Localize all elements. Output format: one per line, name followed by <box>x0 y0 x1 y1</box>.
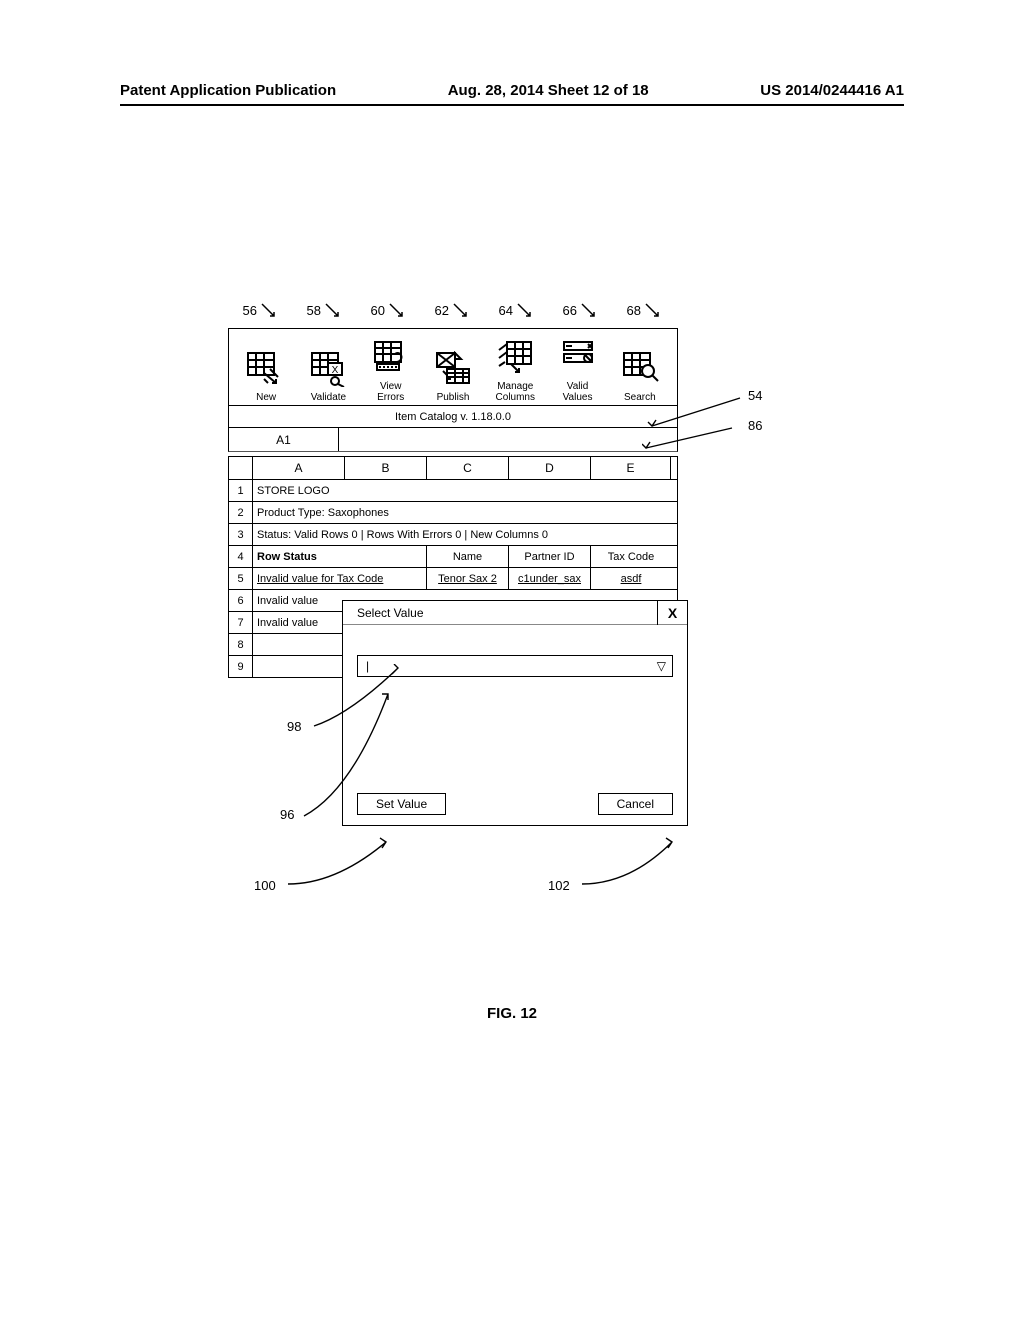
column-headers: A B C D E <box>228 456 678 480</box>
formula-bar[interactable] <box>339 428 677 451</box>
publish-label: Publish <box>437 392 470 403</box>
cell-a4[interactable]: Row Status <box>253 546 427 567</box>
row-number[interactable]: 8 <box>229 634 253 655</box>
table-row: 4 Row Status Name Partner ID Tax Code <box>228 546 678 568</box>
title-bar: Item Catalog v. 1.18.0.0 <box>228 406 678 428</box>
header-rule <box>120 104 904 106</box>
callout-56: 56 <box>243 303 257 318</box>
row-number[interactable]: 3 <box>229 524 253 545</box>
view-errors-button[interactable]: View Errors <box>360 339 422 403</box>
callout-line-96 <box>302 690 412 820</box>
callout-64: 64 <box>499 303 513 318</box>
dialog-titlebar: Select Value X <box>343 601 687 625</box>
header-left: Patent Application Publication <box>120 82 336 99</box>
cell-d5[interactable]: c1under_sax <box>509 568 591 589</box>
callout-86: 86 <box>748 418 762 433</box>
col-header-a[interactable]: A <box>253 457 345 479</box>
callout-66: 66 <box>563 303 577 318</box>
row-number[interactable]: 9 <box>229 656 253 677</box>
cell-reference[interactable]: A1 <box>229 428 339 451</box>
page-header: Patent Application Publication Aug. 28, … <box>120 82 904 99</box>
callout-68: 68 <box>627 303 641 318</box>
grid-validate-icon: X <box>308 350 348 388</box>
valid-values-button[interactable]: Valid Values <box>546 339 608 403</box>
new-button[interactable]: New <box>235 350 297 403</box>
grid-errors-icon <box>371 339 411 377</box>
cell-d4[interactable]: Partner ID <box>509 546 591 567</box>
row-number[interactable]: 4 <box>229 546 253 567</box>
tick-icon <box>388 302 404 318</box>
callout-62: 62 <box>435 303 449 318</box>
search-icon <box>620 350 660 388</box>
callout-96: 96 <box>280 807 294 822</box>
view-errors-label: View Errors <box>377 381 404 403</box>
close-button[interactable]: X <box>657 601 687 625</box>
new-label: New <box>256 392 276 403</box>
callout-98: 98 <box>287 719 301 734</box>
cell-a5[interactable]: Invalid value for Tax Code <box>253 568 427 589</box>
callouts-toolbar: 56 58 60 62 64 66 68 <box>228 302 676 318</box>
col-header-b[interactable]: B <box>345 457 427 479</box>
row-number[interactable]: 6 <box>229 590 253 611</box>
table-row: 3 Status: Valid Rows 0 | Rows With Error… <box>228 524 678 546</box>
validate-label: Validate <box>311 392 346 403</box>
svg-text:X: X <box>332 365 339 376</box>
toolbar: New X Validate Vi <box>228 328 678 406</box>
cell-e5[interactable]: asdf <box>591 568 671 589</box>
callout-58: 58 <box>307 303 321 318</box>
cell-a2[interactable]: Product Type: Saxophones <box>253 502 677 523</box>
row-number[interactable]: 2 <box>229 502 253 523</box>
manage-columns-icon <box>495 339 535 377</box>
valid-values-label: Valid Values <box>563 381 593 403</box>
cancel-button[interactable]: Cancel <box>598 793 673 815</box>
cell-c5[interactable]: Tenor Sax 2 <box>427 568 509 589</box>
row-number[interactable]: 1 <box>229 480 253 501</box>
dialog-title: Select Value <box>357 606 424 620</box>
validate-button[interactable]: X Validate <box>297 350 359 403</box>
table-row: 1 STORE LOGO <box>228 480 678 502</box>
manage-columns-button[interactable]: Manage Columns <box>484 339 546 403</box>
callout-100: 100 <box>254 878 276 893</box>
col-header-d[interactable]: D <box>509 457 591 479</box>
grid-new-icon <box>246 350 286 388</box>
callout-line-100 <box>286 836 416 896</box>
row-number[interactable]: 5 <box>229 568 253 589</box>
publish-icon <box>433 350 473 388</box>
publish-button[interactable]: Publish <box>422 350 484 403</box>
callout-54: 54 <box>748 388 762 403</box>
cell-a7[interactable]: Invalid value <box>253 612 345 633</box>
figure-container: 56 58 60 62 64 66 68 New <box>228 328 678 678</box>
header-right: US 2014/0244416 A1 <box>760 82 904 99</box>
cell-c4[interactable]: Name <box>427 546 509 567</box>
table-row: 5 Invalid value for Tax Code Tenor Sax 2… <box>228 568 678 590</box>
cell-a1[interactable]: STORE LOGO <box>253 480 677 501</box>
cell-reference-bar: A1 <box>228 428 678 452</box>
tick-icon <box>580 302 596 318</box>
valid-values-icon <box>558 339 598 377</box>
callout-60: 60 <box>371 303 385 318</box>
callout-102: 102 <box>548 878 570 893</box>
row-number[interactable]: 7 <box>229 612 253 633</box>
manage-columns-label: Manage Columns <box>496 381 535 403</box>
tick-icon <box>516 302 532 318</box>
cell-a8[interactable] <box>253 634 345 655</box>
tick-icon <box>260 302 276 318</box>
callout-line-102 <box>580 836 700 896</box>
cell-a6[interactable]: Invalid value <box>253 590 345 611</box>
corner-cell <box>229 457 253 479</box>
cell-e4[interactable]: Tax Code <box>591 546 671 567</box>
title-text: Item Catalog v. 1.18.0.0 <box>395 411 511 423</box>
table-row: 2 Product Type: Saxophones <box>228 502 678 524</box>
callout-lines-right <box>642 390 752 530</box>
tick-icon <box>644 302 660 318</box>
tick-icon <box>324 302 340 318</box>
chevron-down-icon: ▽ <box>657 659 666 673</box>
cell-a3[interactable]: Status: Valid Rows 0 | Rows With Errors … <box>253 524 677 545</box>
col-header-c[interactable]: C <box>427 457 509 479</box>
tick-icon <box>452 302 468 318</box>
header-center: Aug. 28, 2014 Sheet 12 of 18 <box>448 82 649 99</box>
figure-label: FIG. 12 <box>0 1005 1024 1022</box>
